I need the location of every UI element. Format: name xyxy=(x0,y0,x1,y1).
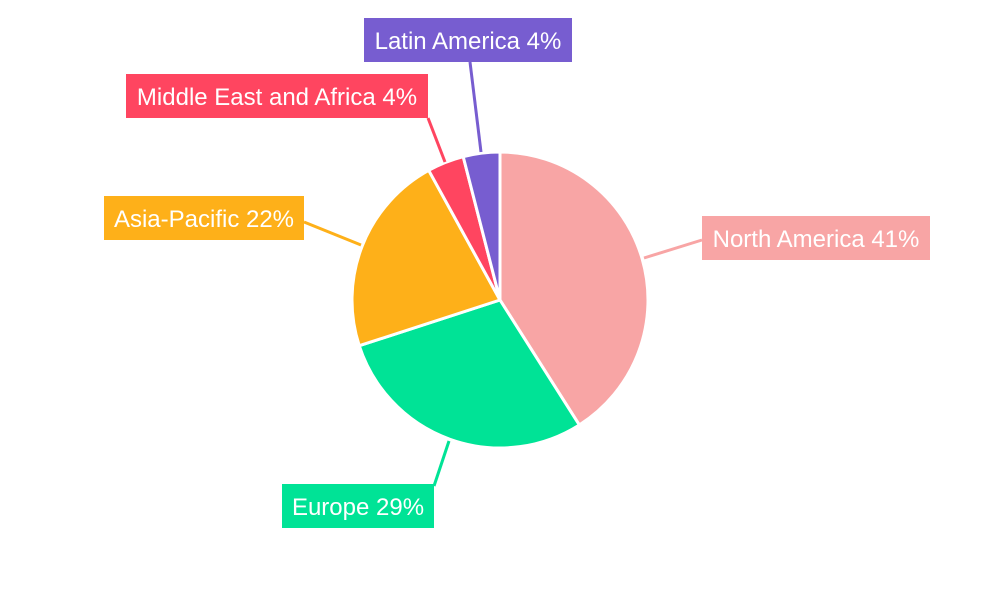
leader-line-latin-america xyxy=(468,61,483,153)
label-box-latin-america xyxy=(364,18,572,62)
data-label-north-america: North America 41% xyxy=(713,226,920,253)
data-label-asia-pacific: Asia-Pacific 22% xyxy=(114,206,294,233)
data-label-middle-east-and-africa: Middle East and Africa 4% xyxy=(137,84,417,111)
leader-line-europe xyxy=(432,440,451,487)
label-box-middle-east-and-africa xyxy=(126,74,428,118)
data-label-latin-america: Latin America 4% xyxy=(375,28,562,55)
leader-line-middle-east-and-africa xyxy=(426,117,447,163)
leader-line-north-america xyxy=(643,238,703,260)
pie-slice-latin-america xyxy=(461,150,502,302)
pie-slice-asia-pacific xyxy=(350,168,502,348)
data-label-europe: Europe 29% xyxy=(292,494,424,521)
leader-line-asia-pacific xyxy=(303,220,362,247)
label-box-europe xyxy=(282,484,434,528)
label-box-asia-pacific xyxy=(104,196,304,240)
label-box-north-america xyxy=(702,216,930,260)
pie-slice-europe xyxy=(357,298,581,450)
